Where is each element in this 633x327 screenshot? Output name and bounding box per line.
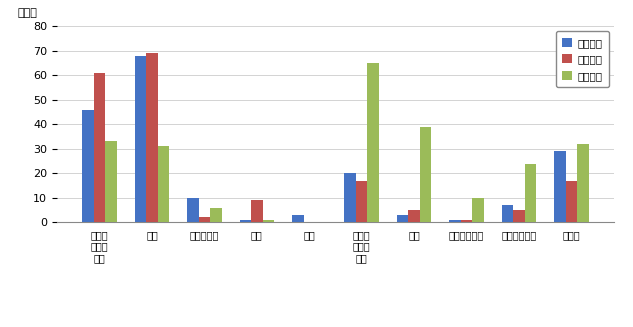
Bar bbox=[408, 210, 420, 222]
Text: （人）: （人） bbox=[18, 8, 38, 18]
Bar bbox=[397, 215, 408, 222]
Bar bbox=[554, 151, 566, 222]
Bar bbox=[158, 146, 169, 222]
Bar bbox=[344, 173, 356, 222]
Bar bbox=[82, 110, 94, 222]
Bar bbox=[368, 63, 379, 222]
Bar bbox=[146, 53, 158, 222]
Bar bbox=[251, 200, 263, 222]
Bar bbox=[135, 56, 146, 222]
Bar bbox=[513, 210, 525, 222]
Bar bbox=[239, 220, 251, 222]
Bar bbox=[292, 215, 303, 222]
Bar bbox=[356, 181, 368, 222]
Bar bbox=[449, 220, 461, 222]
Bar bbox=[187, 198, 199, 222]
Bar bbox=[105, 141, 117, 222]
Bar bbox=[263, 220, 274, 222]
Bar bbox=[502, 205, 513, 222]
Bar bbox=[461, 220, 472, 222]
Bar bbox=[577, 144, 589, 222]
Bar bbox=[210, 208, 222, 222]
Legend: 県外転入, 県外転出, 県内移動: 県外転入, 県外転出, 県内移動 bbox=[556, 31, 609, 87]
Bar bbox=[472, 198, 484, 222]
Bar bbox=[420, 127, 432, 222]
Bar bbox=[566, 181, 577, 222]
Bar bbox=[525, 164, 536, 222]
Bar bbox=[94, 73, 105, 222]
Bar bbox=[199, 217, 210, 222]
